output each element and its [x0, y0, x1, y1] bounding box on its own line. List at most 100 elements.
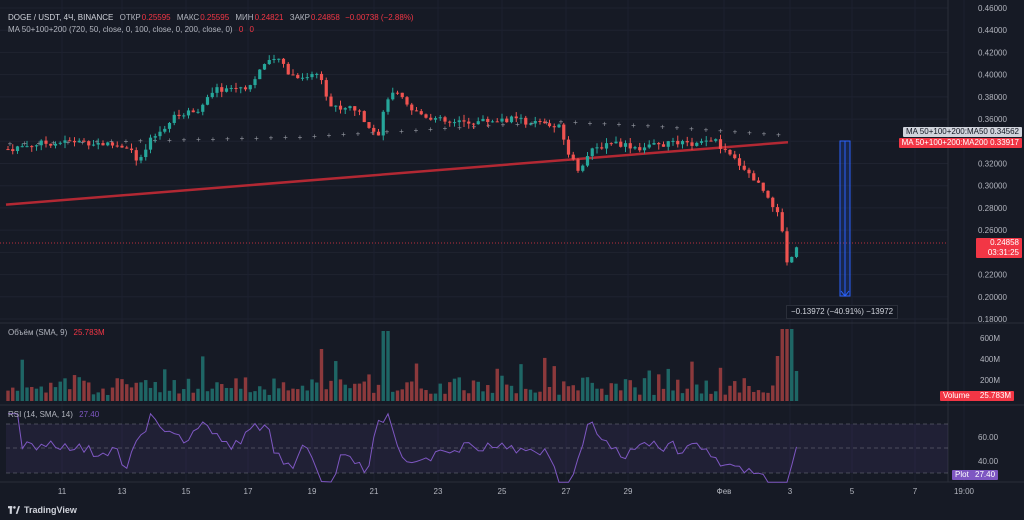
candle-body[interactable]	[623, 143, 628, 147]
candle-body[interactable]	[191, 110, 195, 113]
candle-body[interactable]	[372, 127, 376, 132]
candle-body[interactable]	[676, 140, 680, 145]
candle-body[interactable]	[771, 197, 775, 208]
candle-body[interactable]	[714, 139, 718, 141]
candle-body[interactable]	[106, 142, 110, 146]
candle-body[interactable]	[543, 121, 547, 124]
candle-body[interactable]	[120, 145, 124, 148]
candle-body[interactable]	[353, 106, 357, 111]
candle-body[interactable]	[163, 128, 167, 132]
candle-body[interactable]	[63, 140, 67, 143]
candle-body[interactable]	[742, 165, 746, 170]
candle-body[interactable]	[752, 173, 756, 181]
candle-body[interactable]	[53, 143, 58, 146]
candle-body[interactable]	[315, 73, 319, 75]
candle-body[interactable]	[533, 120, 537, 124]
candle-body[interactable]	[704, 140, 708, 142]
candle-body[interactable]	[25, 146, 29, 148]
candle-body[interactable]	[448, 121, 452, 123]
candle-body[interactable]	[334, 105, 338, 107]
candle-body[interactable]	[657, 143, 661, 145]
candle-body[interactable]	[680, 141, 685, 145]
candle-body[interactable]	[272, 58, 276, 61]
candle-body[interactable]	[761, 182, 765, 191]
candle-body[interactable]	[562, 124, 566, 140]
candle-body[interactable]	[737, 158, 742, 166]
candle-body[interactable]	[576, 159, 580, 171]
candle-body[interactable]	[405, 97, 409, 105]
candle-body[interactable]	[296, 74, 300, 79]
candle-body[interactable]	[376, 131, 381, 136]
candle-body[interactable]	[614, 141, 618, 144]
candle-body[interactable]	[433, 118, 438, 120]
candle-body[interactable]	[210, 92, 214, 98]
candle-body[interactable]	[462, 120, 466, 122]
candle-body[interactable]	[419, 111, 423, 115]
candle-body[interactable]	[495, 121, 499, 123]
candle-body[interactable]	[49, 143, 53, 146]
candle-body[interactable]	[215, 87, 219, 93]
candle-body[interactable]	[125, 147, 129, 149]
candle-body[interactable]	[329, 96, 333, 107]
candle-body[interactable]	[638, 147, 642, 151]
candle-body[interactable]	[324, 80, 328, 97]
candle-body[interactable]	[794, 247, 799, 257]
candle-body[interactable]	[229, 87, 233, 89]
candle-body[interactable]	[186, 110, 191, 116]
volume-bars[interactable]	[6, 329, 799, 401]
candle-body[interactable]	[96, 143, 100, 145]
candle-body[interactable]	[220, 87, 224, 92]
candle-body[interactable]	[262, 64, 267, 70]
candlestick-series[interactable]	[6, 54, 799, 266]
candle-body[interactable]	[115, 145, 119, 147]
candle-body[interactable]	[604, 143, 609, 149]
candle-body[interactable]	[709, 140, 713, 142]
candle-body[interactable]	[628, 143, 632, 149]
candle-body[interactable]	[348, 106, 352, 109]
candle-body[interactable]	[134, 150, 138, 161]
candle-body[interactable]	[224, 88, 229, 92]
candle-body[interactable]	[367, 122, 371, 128]
candle-body[interactable]	[338, 105, 343, 110]
candle-body[interactable]	[590, 148, 594, 157]
rsi-line[interactable]	[8, 412, 797, 483]
candle-body[interactable]	[205, 97, 210, 105]
candle-body[interactable]	[652, 143, 656, 145]
candle-body[interactable]	[101, 143, 105, 146]
candle-body[interactable]	[452, 122, 457, 124]
candle-body[interactable]	[557, 124, 561, 128]
candle-body[interactable]	[723, 148, 727, 150]
candle-body[interactable]	[790, 256, 794, 263]
candle-body[interactable]	[310, 74, 314, 78]
candle-body[interactable]	[481, 118, 485, 122]
candle-body[interactable]	[44, 140, 48, 144]
candle-body[interactable]	[747, 169, 751, 174]
candle-body[interactable]	[514, 116, 518, 119]
candle-body[interactable]	[87, 141, 91, 146]
candle-body[interactable]	[277, 58, 281, 60]
price-axis[interactable]: 0.46000 0.44000 0.42000 0.40000 0.38000 0.360…	[978, 4, 1007, 324]
time-axis[interactable]: 11 13 15 17 19 21 23 25 27 29 Фев 3 5 7 19:00	[58, 487, 975, 496]
rsi-title[interactable]: RSI (14, SMA, 14)	[8, 410, 73, 419]
candle-body[interactable]	[476, 121, 480, 125]
candle-body[interactable]	[343, 108, 347, 110]
candle-body[interactable]	[386, 99, 390, 112]
candle-body[interactable]	[82, 140, 86, 142]
candle-body[interactable]	[243, 87, 248, 90]
candle-body[interactable]	[457, 120, 461, 123]
candle-body[interactable]	[467, 121, 471, 124]
candle-body[interactable]	[509, 116, 514, 123]
candle-body[interactable]	[766, 190, 770, 198]
candle-body[interactable]	[357, 110, 362, 112]
candle-body[interactable]	[267, 60, 271, 65]
candle-body[interactable]	[438, 117, 442, 119]
candle-body[interactable]	[424, 114, 428, 118]
candle-body[interactable]	[381, 111, 385, 136]
symbol-title[interactable]: DOGE / USDT, 4Ч, BINANCE	[8, 13, 114, 22]
candle-body[interactable]	[443, 117, 447, 122]
candle-body[interactable]	[728, 149, 732, 155]
candle-body[interactable]	[505, 118, 509, 123]
candle-body[interactable]	[248, 85, 252, 90]
tradingview-logo[interactable]: TradingView	[8, 505, 77, 515]
candle-body[interactable]	[785, 231, 789, 263]
